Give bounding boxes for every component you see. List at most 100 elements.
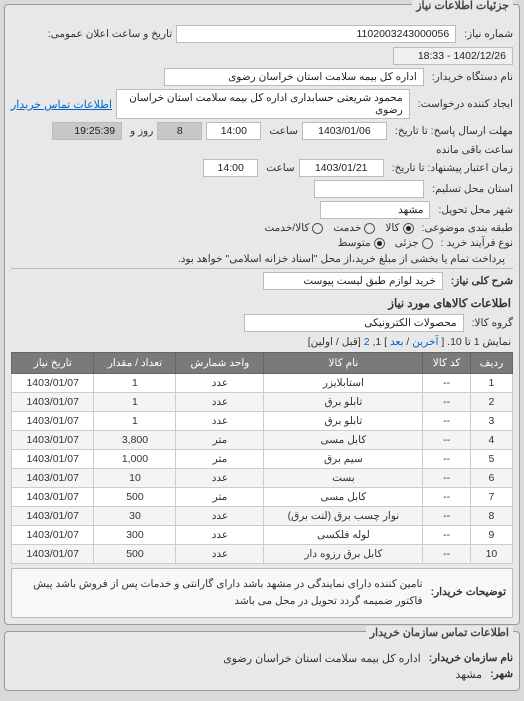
table-cell: 3 (470, 412, 512, 431)
table-cell: 500 (94, 488, 176, 507)
deadline-time: 14:00 (206, 122, 261, 140)
pager: نمایش 1 تا 10. [ آخرین / بعد ] 1, 2 [قبل… (13, 336, 511, 348)
saaat-label-2: ساعت (266, 162, 295, 174)
announce-label: تاریخ و ساعت اعلان عمومی: (48, 28, 172, 40)
table-cell: 1403/01/07 (12, 450, 94, 469)
radio-icon (422, 238, 433, 249)
table-cell: استابلایزر (264, 374, 423, 393)
table-cell: 6 (470, 469, 512, 488)
table-cell: -- (423, 431, 470, 450)
table-cell: -- (423, 374, 470, 393)
radio-label: جزئی (395, 237, 419, 249)
org-value: اداره کل بیمه سلامت استان خراسان رضوی (223, 652, 421, 665)
buyer-note-text: تامین کننده دارای نمایندگی در مشهد باشد … (18, 576, 423, 610)
radio-icon (403, 223, 414, 234)
table-cell: 1403/01/07 (12, 374, 94, 393)
valid-label: زمان اعتبار پیشنهاد: تا تاریخ: (392, 162, 513, 174)
table-cell: 500 (94, 545, 176, 564)
class-radio-group: کالا خدمت کالا/خدمت (264, 222, 413, 234)
table-cell: تابلو برق (264, 393, 423, 412)
class-radio-kala[interactable]: کالا (385, 222, 413, 234)
subject-label: شرح کلی نیاز: (451, 275, 513, 287)
table-cell: 1403/01/07 (12, 507, 94, 526)
table-cell: 30 (94, 507, 176, 526)
radio-label: خدمت (333, 222, 361, 234)
table-cell: متر (176, 450, 264, 469)
table-cell: 7 (470, 488, 512, 507)
table-cell: 10 (94, 469, 176, 488)
table-cell: تابلو برق (264, 412, 423, 431)
table-row[interactable]: 10--کابل برق رزوه دارعدد5001403/01/07 (12, 545, 513, 564)
table-cell: -- (423, 469, 470, 488)
table-cell: -- (423, 450, 470, 469)
table-cell: 1403/01/07 (12, 393, 94, 412)
table-row[interactable]: 6--بستعدد101403/01/07 (12, 469, 513, 488)
radio-label: متوسط (338, 237, 371, 249)
radio-label: کالا (385, 222, 399, 234)
trade-province-value (314, 180, 424, 198)
table-cell: 1 (94, 374, 176, 393)
table-cell: کابل مسی (264, 488, 423, 507)
table-header: تاریخ نیاز (12, 353, 94, 374)
table-cell: لوله فلکسی (264, 526, 423, 545)
table-cell: 1403/01/07 (12, 526, 94, 545)
process-label: نوع فرآیند خرید : (441, 237, 513, 249)
valid-time: 14:00 (203, 159, 258, 177)
table-cell: عدد (176, 469, 264, 488)
table-row[interactable]: 4--کابل مسیمتر3,8001403/01/07 (12, 431, 513, 450)
table-cell: عدد (176, 374, 264, 393)
buyer-org-label: نام دستگاه خریدار: (432, 71, 513, 83)
class-radio-khadamat[interactable]: خدمت (333, 222, 375, 234)
goods-table: ردیفکد کالانام کالاواحد شمارشتعداد / مقد… (11, 352, 513, 564)
table-cell: کابل مسی (264, 431, 423, 450)
requester-label: ایجاد کننده درخواست: (418, 98, 513, 110)
goods-section-title: اطلاعات کالاهای مورد نیاز (13, 296, 511, 310)
table-header: واحد شمارش (176, 353, 264, 374)
process-note: پرداخت تمام یا بخشی از مبلغ خرید،از محل … (178, 253, 505, 265)
table-cell: 8 (470, 507, 512, 526)
remain-label: ساعت باقی مانده (436, 144, 513, 156)
table-row[interactable]: 8--نوار چسب برق (لنت برق)عدد301403/01/07 (12, 507, 513, 526)
announce-value: 1402/12/26 - 18:33 (393, 47, 513, 65)
table-row[interactable]: 2--تابلو برقعدد11403/01/07 (12, 393, 513, 412)
buyer-note-box: توضیحات خریدار: تامین کننده دارای نمایند… (11, 568, 513, 618)
valid-date: 1403/01/21 (299, 159, 384, 177)
table-cell: متر (176, 488, 264, 507)
table-cell: 10 (470, 545, 512, 564)
pager-prefix: نمایش 1 تا 10. [ (441, 336, 511, 348)
table-cell: 1403/01/07 (12, 469, 94, 488)
table-row[interactable]: 1--استابلایزرعدد11403/01/07 (12, 374, 513, 393)
need-details-panel: جزئیات اطلاعات نیاز شماره نیاز: 11020032… (4, 4, 520, 625)
pager-next-link[interactable]: بعد (390, 336, 404, 348)
radio-icon (312, 223, 323, 234)
table-cell: عدد (176, 393, 264, 412)
trade-city-value: مشهد (320, 201, 430, 219)
table-row[interactable]: 9--لوله فلکسیعدد3001403/01/07 (12, 526, 513, 545)
table-row[interactable]: 3--تابلو برقعدد11403/01/07 (12, 412, 513, 431)
panel-title: اطلاعات تماس سازمان خریدار (366, 626, 513, 639)
class-radio-both[interactable]: کالا/خدمت (264, 222, 323, 234)
table-header: تعداد / مقدار (94, 353, 176, 374)
pager-prev-link[interactable]: آخرین (412, 336, 438, 348)
process-radio-jozei[interactable]: جزئی (395, 237, 433, 249)
table-row[interactable]: 5--سیم برقمتر1,0001403/01/07 (12, 450, 513, 469)
process-radio-motavasset[interactable]: متوسط (338, 237, 385, 249)
table-row[interactable]: 7--کابل مسیمتر5001403/01/07 (12, 488, 513, 507)
pager-page2-link[interactable]: 2 (364, 336, 370, 348)
buyer-contact-link[interactable]: اطلاعات تماس خریدار (11, 98, 112, 111)
table-cell: بست (264, 469, 423, 488)
table-cell: متر (176, 431, 264, 450)
subject-value: خرید لوازم طبق لیست پیوست (263, 272, 443, 290)
buyer-note-label: توضیحات خریدار: (431, 584, 506, 601)
trade-province-label: استان محل تسلیم: (432, 183, 513, 195)
radio-icon (364, 223, 375, 234)
table-cell: 9 (470, 526, 512, 545)
request-no-value: 1102003243000056 (176, 25, 456, 43)
table-cell: 2 (470, 393, 512, 412)
saaat-label-1: ساعت (269, 125, 298, 137)
request-no-label: شماره نیاز: (464, 28, 513, 40)
deadline-date: 1403/01/06 (302, 122, 387, 140)
table-cell: -- (423, 488, 470, 507)
table-cell: 1,000 (94, 450, 176, 469)
table-cell: -- (423, 412, 470, 431)
